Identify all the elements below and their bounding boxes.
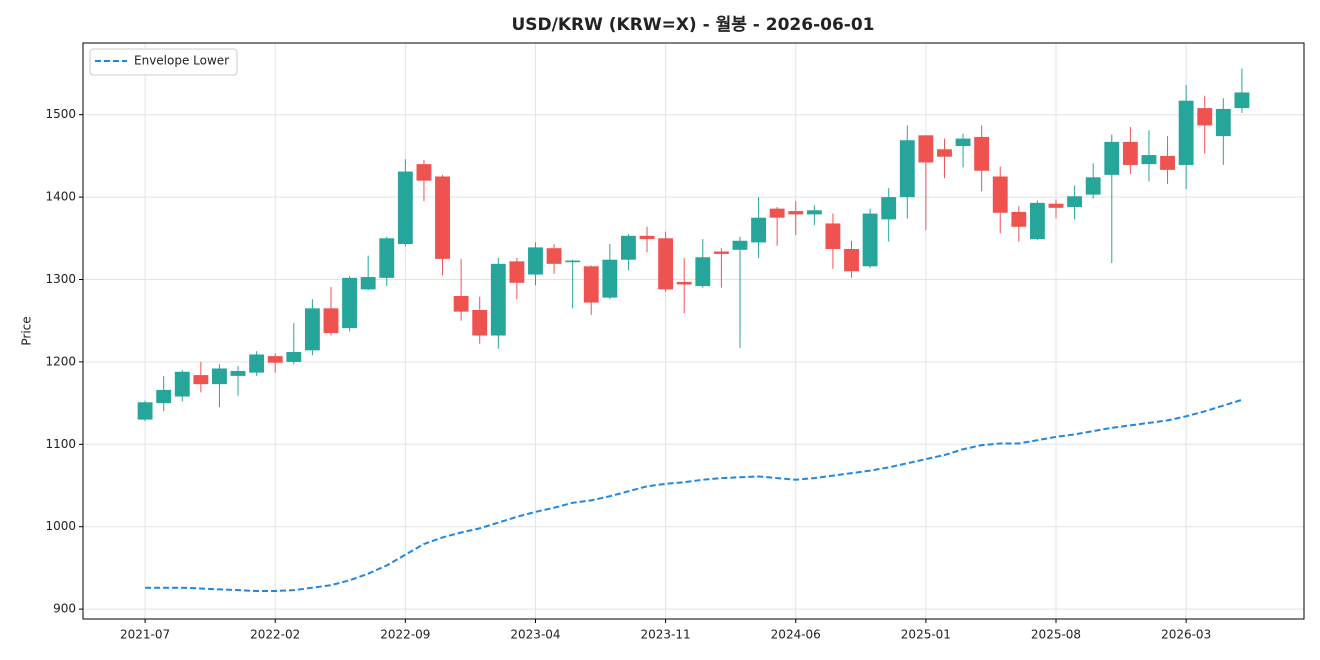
candle-body: [379, 238, 395, 278]
y-tick-label: 1300: [45, 272, 76, 286]
y-axis-label: Price: [20, 316, 34, 345]
plot-frame: [82, 42, 1305, 620]
x-tick-label: 2023-04: [510, 628, 560, 642]
candle-body: [156, 389, 172, 404]
candle-body: [193, 375, 209, 385]
candle-body: [713, 251, 729, 254]
candle-body: [1234, 92, 1250, 109]
candle-body: [1029, 202, 1045, 240]
candle-body: [435, 176, 450, 259]
x-tick-label: 2026-03: [1161, 628, 1211, 642]
candle-body: [881, 197, 897, 220]
candle-body: [528, 247, 543, 275]
candle-body: [602, 259, 618, 298]
candle-body: [899, 140, 915, 198]
candle-body: [1178, 100, 1194, 165]
candle-body: [788, 211, 804, 215]
x-tick-label: 2021-07: [120, 628, 170, 642]
x-tick-label: 2024-06: [771, 628, 821, 642]
candle-body: [1215, 108, 1231, 137]
candle-body: [509, 261, 525, 283]
x-tick-label: 2025-01: [901, 628, 951, 642]
candle-body: [825, 223, 841, 250]
candle-body: [937, 149, 952, 157]
candle-body: [955, 138, 971, 147]
candle-body: [267, 356, 283, 363]
candle-body: [695, 257, 711, 287]
y-tick-label: 1100: [45, 437, 76, 451]
legend-label: Envelope Lower: [134, 54, 229, 68]
y-tick-label: 900: [53, 602, 76, 616]
candle-body: [230, 370, 246, 376]
legend-box: [89, 48, 238, 76]
candle-body: [342, 277, 358, 329]
candle-body: [732, 240, 748, 250]
candle-body: [806, 210, 822, 215]
candle-body: [323, 308, 339, 334]
candle-body: [416, 164, 432, 181]
candle-body: [453, 295, 469, 312]
chart-title: USD/KRW (KRW=X) - 월봉 - 2026-06-01: [511, 15, 874, 35]
candle-body: [546, 248, 562, 264]
candle-body: [1197, 108, 1213, 126]
candle-body: [1104, 141, 1120, 175]
candle-body: [249, 354, 265, 373]
candle-body: [565, 260, 581, 263]
candle-body: [844, 249, 859, 272]
x-tick-label: 2022-09: [380, 628, 430, 642]
x-tick-label: 2025-08: [1031, 628, 1081, 642]
y-tick-label: 1400: [45, 190, 76, 204]
y-tick-label: 1200: [45, 354, 76, 368]
x-tick-label: 2022-02: [250, 628, 300, 642]
candle-body: [751, 217, 767, 243]
candle-body: [1011, 211, 1027, 227]
candle-body: [1160, 155, 1175, 170]
candle-body: [583, 266, 599, 303]
y-tick-label: 1500: [45, 107, 76, 121]
candle-body: [769, 208, 785, 218]
candle-body: [974, 136, 990, 171]
candle-body: [137, 402, 153, 420]
candle-body: [397, 171, 413, 245]
candle-body: [360, 277, 376, 290]
candle-body: [1122, 141, 1138, 165]
line-series: [145, 398, 1243, 592]
candle-body: [212, 368, 227, 385]
candle-body: [286, 352, 302, 362]
x-tick-label: 2023-11: [641, 628, 691, 642]
candle-body: [918, 135, 934, 163]
candle-body: [992, 176, 1008, 213]
candle-body: [1067, 196, 1083, 207]
candle-body: [1048, 203, 1064, 208]
candle-body: [676, 281, 692, 285]
candle-body: [658, 238, 674, 290]
y-tick-label: 1000: [45, 519, 76, 533]
candle-body: [862, 213, 878, 267]
candle-body: [620, 235, 636, 260]
candle-body: [639, 235, 655, 240]
candle-body: [1141, 155, 1157, 165]
candle-body: [472, 309, 488, 336]
candle-body: [174, 371, 190, 397]
candle-body: [1085, 177, 1101, 195]
candle-body: [490, 263, 506, 336]
candle-body: [304, 308, 320, 351]
